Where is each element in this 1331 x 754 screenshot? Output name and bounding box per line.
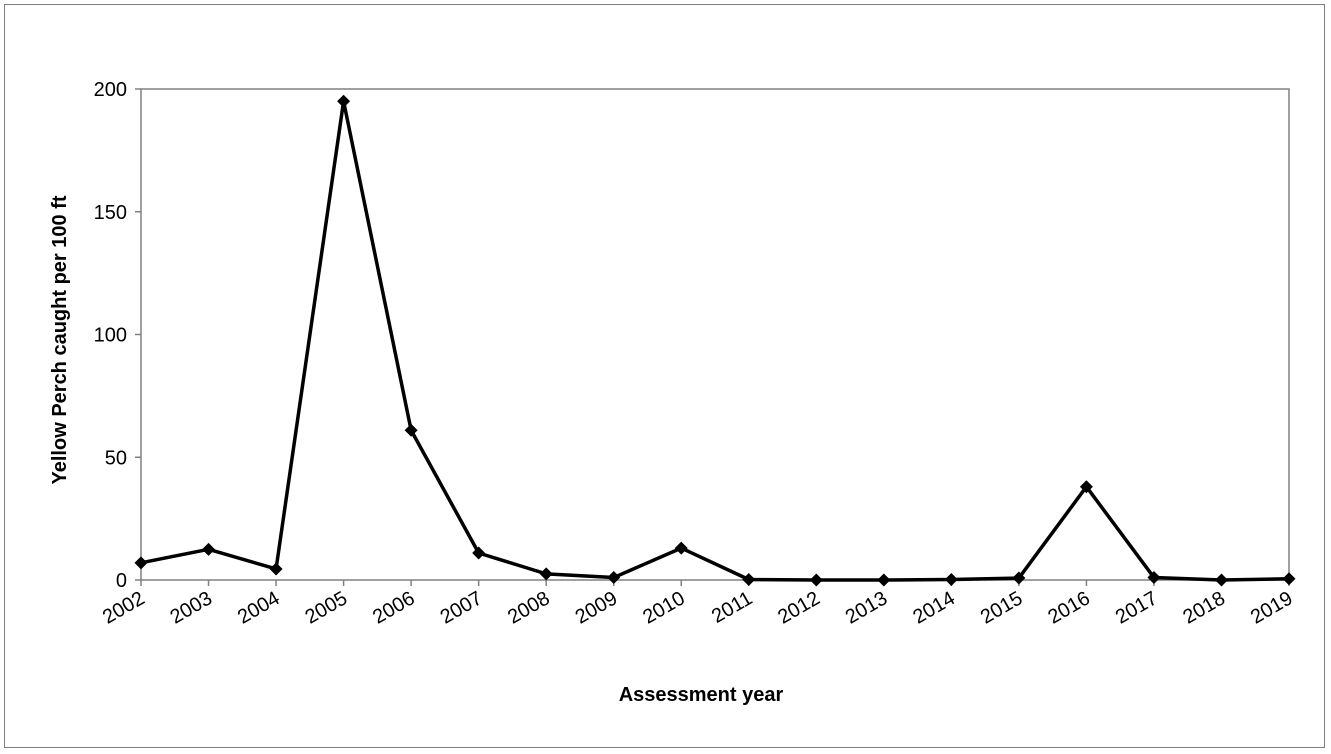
data-point-2014 bbox=[944, 573, 958, 587]
x-tick-label: 2014 bbox=[909, 587, 959, 628]
x-tick-label: 2002 bbox=[99, 587, 149, 628]
y-tick-label: 150 bbox=[94, 202, 127, 224]
series-line bbox=[140, 99, 1290, 582]
chart-frame bbox=[4, 4, 1325, 748]
data-point-2004 bbox=[269, 562, 283, 576]
x-tick-label: 2009 bbox=[572, 587, 622, 628]
data-point-2019 bbox=[1282, 572, 1296, 586]
data-point-2018 bbox=[1214, 573, 1228, 587]
data-point-2013 bbox=[877, 573, 891, 587]
x-tick-label: 2017 bbox=[1112, 587, 1162, 628]
x-tick-label: 2012 bbox=[774, 587, 824, 628]
data-point-2012 bbox=[809, 573, 823, 587]
y-axis-title: Yellow Perch caught per 100 ft bbox=[49, 195, 71, 484]
x-tick-label: 2006 bbox=[369, 587, 419, 628]
x-tick-label: 2019 bbox=[1247, 587, 1297, 628]
x-axis: 2002 2003 2004 2005 2006 2007 2008 2009 2010 2011… bbox=[99, 580, 1297, 629]
data-point-2008 bbox=[539, 567, 553, 581]
data-point-2017 bbox=[1147, 571, 1161, 585]
x-tick-label: 2010 bbox=[639, 587, 689, 628]
data-point-2003 bbox=[202, 542, 216, 556]
data-point-2016 bbox=[1079, 480, 1093, 494]
y-tick-label: 200 bbox=[94, 79, 127, 101]
data-point-2007 bbox=[472, 546, 486, 560]
x-tick-label: 2003 bbox=[166, 587, 216, 628]
y-axis: 0 50 100 150 200 bbox=[94, 79, 141, 592]
data-point-2015 bbox=[1012, 571, 1026, 585]
x-tick-label: 2016 bbox=[1044, 587, 1094, 628]
y-tick-label: 0 bbox=[116, 570, 127, 592]
x-tick-label: 2007 bbox=[437, 587, 487, 628]
x-tick-label: 2018 bbox=[1179, 587, 1229, 628]
x-tick-label: 2011 bbox=[708, 587, 756, 628]
plot-area bbox=[140, 88, 1290, 581]
x-tick-label: 2013 bbox=[842, 587, 892, 628]
data-point-2006 bbox=[404, 423, 418, 437]
data-point-2009 bbox=[607, 571, 621, 585]
y-tick-label: 50 bbox=[105, 447, 127, 469]
x-tick-label: 2005 bbox=[302, 587, 352, 628]
x-axis-title: Assessment year bbox=[619, 684, 784, 706]
x-tick-label: 2015 bbox=[977, 587, 1027, 628]
data-point-2010 bbox=[674, 541, 688, 555]
data-point-2005 bbox=[337, 94, 351, 108]
x-tick-label: 2004 bbox=[234, 587, 284, 628]
data-point-2011 bbox=[742, 573, 756, 587]
data-point-2002 bbox=[134, 556, 148, 570]
x-tick-label: 2008 bbox=[504, 587, 554, 628]
series-layer bbox=[134, 94, 1296, 587]
y-tick-label: 100 bbox=[94, 325, 127, 347]
